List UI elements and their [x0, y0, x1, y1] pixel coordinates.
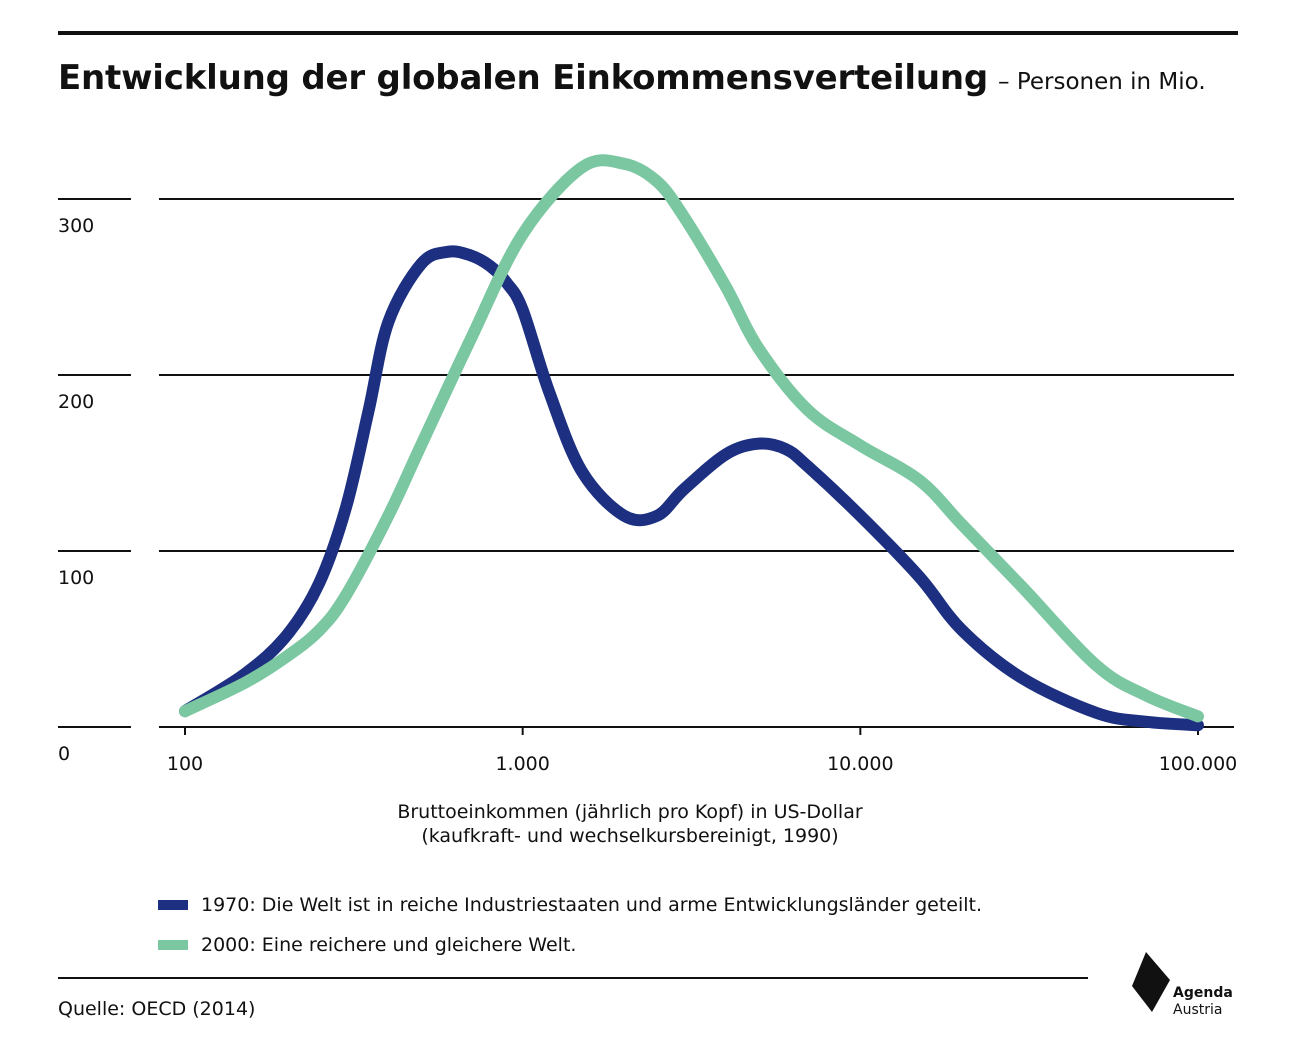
source-note: Quelle: OECD (2014) — [58, 998, 256, 1020]
x-tick-label: 100 — [167, 753, 203, 775]
series-line-2000 — [179, 154, 1204, 723]
legend-item-1970: 1970: Die Welt ist in reiche Industriest… — [158, 885, 982, 925]
y-tick-label: 200 — [58, 391, 94, 413]
y-tick-label: 0 — [58, 743, 70, 765]
chart-title: Entwicklung der globalen Einkommensverte… — [58, 58, 989, 98]
grid — [58, 198, 1234, 728]
x-tick-label: 100.000 — [1159, 753, 1238, 775]
legend-swatch-1970 — [158, 900, 188, 910]
series-line-1970 — [179, 245, 1204, 732]
legend-item-2000: 2000: Eine reichere und gleichere Welt. — [158, 925, 982, 965]
x-axis-label-line2: (kaufkraft- und wechselkursbereinigt, 19… — [421, 825, 839, 847]
logo-text-agenda: Agenda — [1173, 985, 1233, 1001]
x-axis-label-line1: Bruttoeinkommen (jährlich pro Kopf) in U… — [397, 801, 863, 823]
x-axis-ticks: 100 1.000 10.000 100.000 — [167, 727, 1237, 775]
top-rule — [58, 31, 1238, 35]
chart-subtitle: – Personen in Mio. — [998, 69, 1206, 95]
x-axis-label: Bruttoeinkommen (jährlich pro Kopf) in U… — [330, 800, 930, 848]
x-tick-label: 1.000 — [495, 753, 549, 775]
legend: 1970: Die Welt ist in reiche Industriest… — [158, 885, 982, 965]
agenda-austria-logo: Agenda Austria — [1130, 950, 1240, 1030]
x-tick-label: 10.000 — [827, 753, 893, 775]
y-tick-label: 300 — [58, 215, 94, 237]
logo-mark-icon — [1132, 952, 1170, 1012]
y-tick-label: 100 — [58, 567, 94, 589]
logo-text-austria: Austria — [1173, 1002, 1223, 1018]
legend-label-2000: 2000: Eine reichere und gleichere Welt. — [201, 934, 577, 956]
title-row: Entwicklung der globalen Einkommensverte… — [58, 58, 1206, 98]
series-layer — [179, 154, 1204, 732]
bottom-rule — [58, 977, 1088, 979]
y-axis-ticks: 0 100 200 300 — [58, 215, 94, 765]
legend-swatch-2000 — [158, 940, 188, 950]
legend-label-1970: 1970: Die Welt ist in reiche Industriest… — [201, 894, 983, 916]
